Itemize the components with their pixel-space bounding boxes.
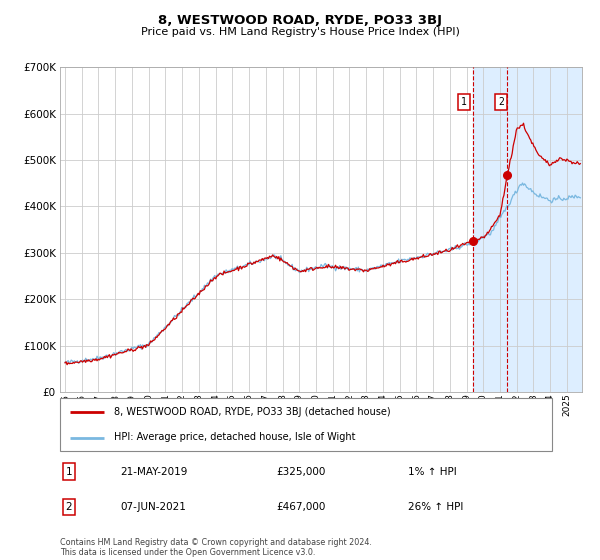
Text: 1: 1 xyxy=(461,97,467,107)
Text: 26% ↑ HPI: 26% ↑ HPI xyxy=(408,502,463,512)
Text: £467,000: £467,000 xyxy=(276,502,325,512)
Text: 8, WESTWOOD ROAD, RYDE, PO33 3BJ: 8, WESTWOOD ROAD, RYDE, PO33 3BJ xyxy=(158,14,442,27)
Text: 8, WESTWOOD ROAD, RYDE, PO33 3BJ (detached house): 8, WESTWOOD ROAD, RYDE, PO33 3BJ (detach… xyxy=(114,408,391,418)
Text: Price paid vs. HM Land Registry's House Price Index (HPI): Price paid vs. HM Land Registry's House … xyxy=(140,27,460,37)
Bar xyxy=(473,67,582,392)
FancyBboxPatch shape xyxy=(60,398,552,451)
Text: 21-MAY-2019: 21-MAY-2019 xyxy=(120,466,187,477)
Text: £325,000: £325,000 xyxy=(276,466,325,477)
Text: HPI: Average price, detached house, Isle of Wight: HPI: Average price, detached house, Isle… xyxy=(114,432,356,442)
Text: Contains HM Land Registry data © Crown copyright and database right 2024.
This d: Contains HM Land Registry data © Crown c… xyxy=(60,538,372,557)
Text: 07-JUN-2021: 07-JUN-2021 xyxy=(120,502,186,512)
Text: 2: 2 xyxy=(65,502,73,512)
Text: 1: 1 xyxy=(65,466,73,477)
Text: 1% ↑ HPI: 1% ↑ HPI xyxy=(408,466,457,477)
Text: 2: 2 xyxy=(498,97,504,107)
